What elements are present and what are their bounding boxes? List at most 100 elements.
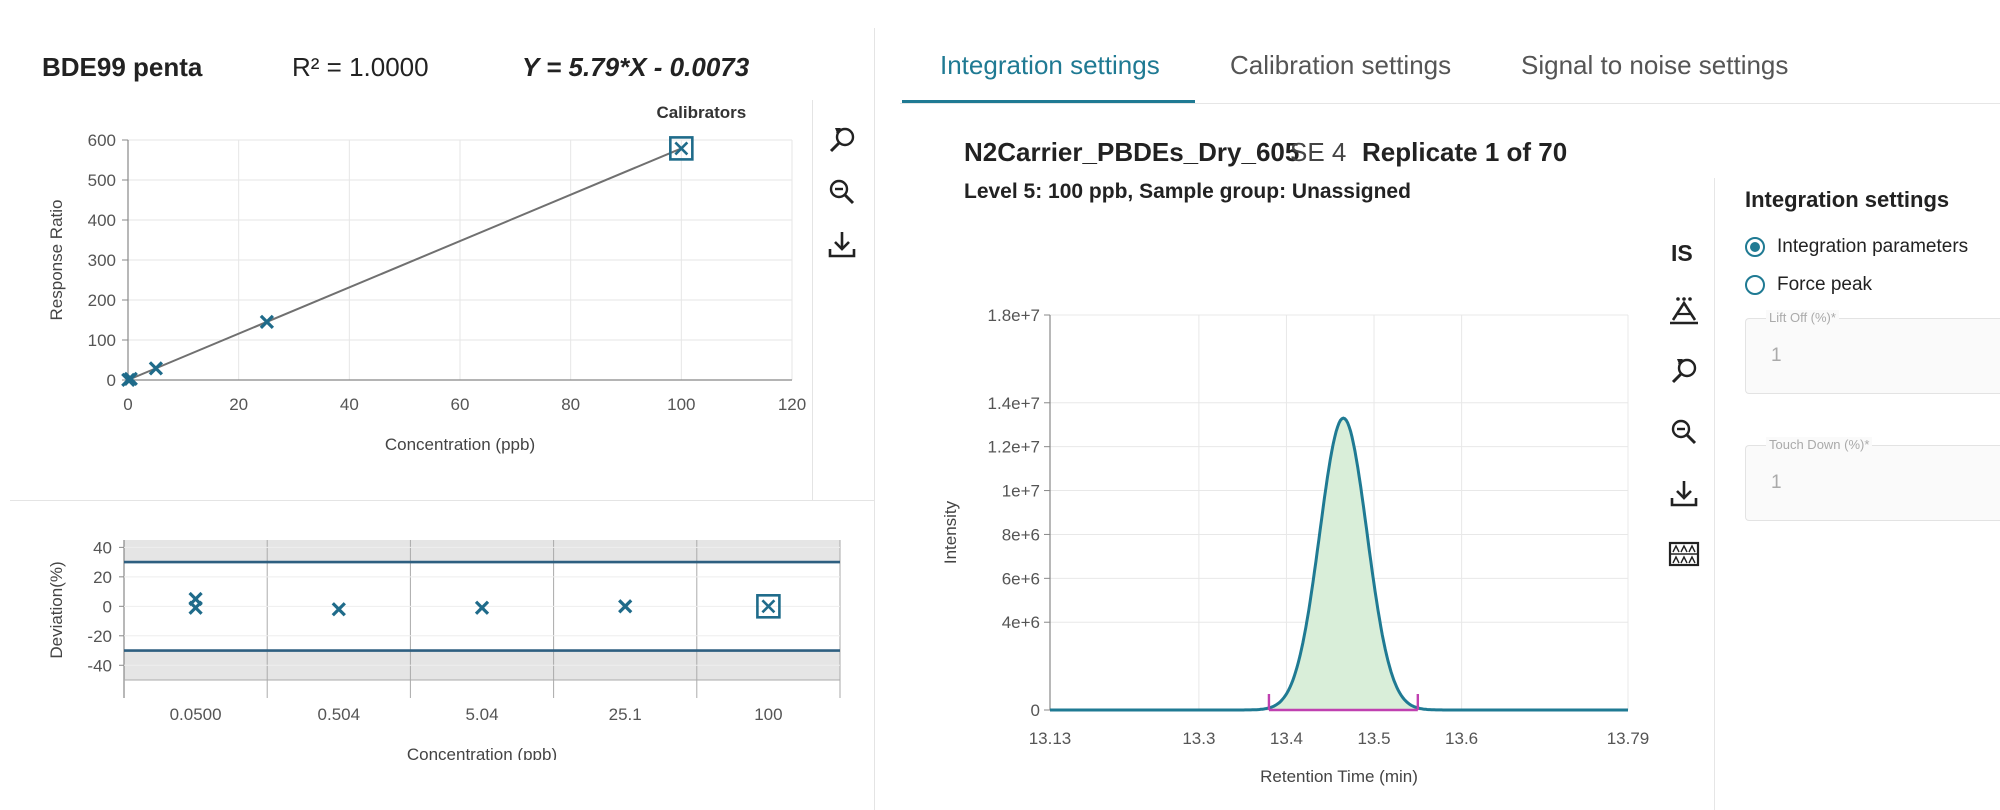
legend-label: Calibrators	[656, 103, 746, 122]
integration-settings-title: Integration settings	[1745, 187, 1950, 212]
y-tick-label: 0	[107, 371, 116, 390]
y-tick-label: 40	[93, 540, 112, 557]
sample-subtitle: Level 5: 100 ppb, Sample group: Unassign…	[964, 180, 1411, 203]
radio-force-peak[interactable]: Force peak	[1745, 274, 1872, 296]
x-tick-label: 5.04	[465, 705, 498, 724]
internal-standard-toggle[interactable]: IS	[1671, 240, 1693, 266]
chromatogram-chart[interactable]: 13.13 13.3 13.4 13.5 13.6 13.79 0 4e+6 6e+6 8e+6 1…	[920, 280, 1650, 800]
x-tick-label: 20	[229, 395, 248, 414]
touch-down-label: Touch Down (%)*	[1766, 437, 1873, 452]
peak-grid-icon[interactable]	[1664, 534, 1704, 574]
x-tick-label: 0.504	[318, 705, 361, 724]
calibration-toolbar	[822, 120, 862, 264]
radio-label: Force peak	[1777, 274, 1873, 295]
compound-title: BDE99 penta	[42, 52, 203, 82]
x-tick-label: 25.1	[609, 705, 642, 724]
zoom-reset-icon[interactable]	[822, 120, 862, 160]
tab-signal-to-noise-settings[interactable]: Signal to noise settings	[1521, 50, 1789, 80]
y-tick-label: 0	[1031, 701, 1040, 720]
x-axis-title: Concentration (ppb)	[385, 435, 535, 454]
zoom-reset-icon[interactable]	[1664, 351, 1704, 391]
peak-area	[1268, 418, 1418, 710]
x-axis-title: Concentration (ppb)	[407, 745, 557, 760]
x-tick-label: 13.5	[1357, 729, 1390, 748]
deviation-point	[474, 600, 490, 615]
calibration-chart[interactable]: 0 20 40 60 80 100 120 0 100 200 300 400 500 600 Concen…	[0, 100, 810, 470]
panel-divider	[874, 28, 875, 810]
y-tick-label: 1.2e+7	[988, 438, 1040, 457]
y-axis-title: Intensity	[941, 500, 960, 564]
y-tick-label: 200	[88, 291, 116, 310]
toolbar-divider	[812, 100, 813, 500]
lift-off-field[interactable]: Lift Off (%)* 1	[1745, 310, 2000, 394]
deviation-point	[618, 599, 633, 614]
chart-divider	[10, 500, 874, 501]
active-tab-indicator	[902, 100, 1195, 103]
radio-label: Integration parameters	[1777, 236, 1969, 257]
sample-se: SE 4	[1290, 137, 1347, 167]
sample-name: N2Carrier_PBDEs_Dry_605	[964, 137, 1300, 167]
calibrator-point	[123, 371, 138, 386]
calibrator-point	[148, 361, 164, 376]
touch-down-value: 1	[1771, 472, 1782, 493]
deviation-point-highlighted	[756, 594, 781, 619]
y-tick-label: 500	[88, 171, 116, 190]
fit-line	[127, 147, 682, 381]
x-tick-label: 13.6	[1445, 729, 1478, 748]
radio-selected-icon	[1745, 237, 1765, 257]
download-icon[interactable]	[1664, 473, 1704, 513]
x-tick-label: 100	[667, 395, 695, 414]
y-tick-label: 1.4e+7	[988, 394, 1040, 413]
y-axis-title: Response Ratio	[47, 200, 66, 321]
y-tick-label: -20	[87, 627, 112, 646]
x-tick-label: 13.79	[1607, 729, 1650, 748]
upper-limit-band	[124, 540, 840, 563]
x-tick-label: 120	[778, 395, 806, 414]
y-tick-label: 0	[103, 597, 112, 616]
x-tick-label: 40	[340, 395, 359, 414]
lift-off-label: Lift Off (%)*	[1766, 310, 1839, 325]
calibrator-point-highlighted	[669, 136, 694, 161]
y-tick-label: 300	[88, 251, 116, 270]
lift-off-value: 1	[1771, 345, 1782, 366]
x-tick-label: 80	[561, 395, 580, 414]
x-tick-label: 13.3	[1182, 729, 1215, 748]
x-axis-title: Retention Time (min)	[1260, 767, 1418, 786]
zoom-out-icon[interactable]	[822, 172, 862, 212]
deviation-point	[331, 602, 346, 617]
x-tick-label: 13.4	[1270, 729, 1303, 748]
tab-rule	[900, 103, 2000, 104]
settings-divider	[1714, 178, 1715, 810]
replicate-label: Replicate 1 of 70	[1362, 137, 1568, 167]
y-tick-label: 4e+6	[1002, 613, 1040, 632]
x-tick-label: 100	[754, 705, 782, 724]
radio-unselected-icon	[1745, 275, 1765, 295]
x-tick-label: 0.0500	[170, 705, 222, 724]
chromatogram-toolbar	[1664, 290, 1704, 574]
download-icon[interactable]	[822, 224, 862, 264]
peak-label-icon[interactable]	[1664, 290, 1704, 330]
deviation-point	[188, 600, 203, 615]
tab-calibration-settings[interactable]: Calibration settings	[1230, 50, 1452, 80]
r-squared-label: R² = 1.0000	[292, 52, 429, 82]
tab-integration-settings[interactable]: Integration settings	[940, 50, 1160, 80]
zoom-out-icon[interactable]	[1664, 412, 1704, 452]
y-tick-label: 1e+7	[1002, 482, 1040, 501]
fit-equation: Y = 5.79*X - 0.0073	[522, 52, 750, 82]
deviation-chart[interactable]: 40 20 0 -20 -40 0.0500 0.504 5.04 25.1 100 Concent…	[0, 540, 850, 760]
y-tick-label: 400	[88, 211, 116, 230]
chromatogram-trace	[1050, 416, 1628, 712]
y-tick-label: 1.8e+7	[988, 306, 1040, 325]
calibrator-point	[259, 314, 275, 330]
y-tick-label: -40	[87, 656, 112, 675]
touch-down-field[interactable]: Touch Down (%)* 1	[1745, 437, 2000, 521]
y-tick-label: 8e+6	[1002, 525, 1040, 544]
y-tick-label: 100	[88, 331, 116, 350]
y-tick-label: 20	[93, 568, 112, 587]
y-tick-label: 600	[88, 131, 116, 150]
y-axis-title: Deviation(%)	[47, 561, 66, 658]
x-tick-label: 13.13	[1029, 729, 1072, 748]
y-tick-label: 6e+6	[1002, 569, 1040, 588]
x-tick-label: 60	[451, 395, 470, 414]
radio-integration-parameters[interactable]: Integration parameters	[1745, 236, 1968, 258]
